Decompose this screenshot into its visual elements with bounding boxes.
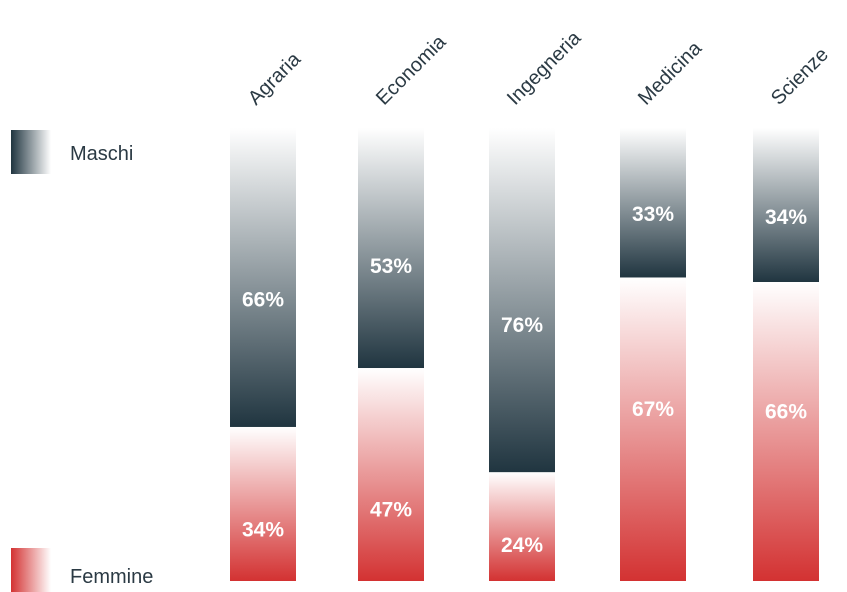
value-label-femmine-ingegneria: 24% — [501, 534, 543, 557]
bar-femmine-agraria — [230, 426, 296, 581]
legend-swatch-maschi — [11, 130, 51, 174]
category-labels: Agraria Economia Ingegneria Medicina Scienze — [244, 27, 833, 110]
legend-swatch-femmine — [11, 548, 51, 592]
bar-maschi-ingegneria — [489, 128, 555, 473]
value-label-femmine-scienze: 66% — [765, 401, 807, 424]
category-label-ingegneria: Ingegneria — [503, 27, 586, 110]
category-label-medicina: Medicina — [634, 37, 707, 110]
legend-label-maschi: Maschi — [70, 143, 133, 165]
value-label-femmine-medicina: 67% — [632, 398, 674, 421]
bar-femmine-scienze — [753, 282, 819, 581]
value-label-maschi-ingegneria: 76% — [501, 314, 543, 337]
legend-label-femmine: Femmine — [70, 566, 153, 588]
value-label-maschi-agraria: 66% — [242, 288, 284, 311]
bar-femmine-economia — [358, 368, 424, 581]
legend: Maschi Femmine — [11, 130, 153, 592]
bar-femmine-ingegneria — [489, 472, 555, 581]
category-label-scienze: Scienze — [767, 44, 833, 110]
value-label-femmine-economia: 47% — [370, 499, 412, 522]
bar-maschi-economia — [358, 128, 424, 369]
category-label-economia: Economia — [372, 30, 451, 109]
bar-maschi-medicina — [620, 128, 686, 278]
bars-group: 66% 34% 53% 47% 76% 24% 33% 67% 34% 66% — [230, 128, 819, 581]
value-label-femmine-agraria: 34% — [242, 519, 284, 542]
value-label-maschi-economia: 53% — [370, 255, 412, 278]
value-label-maschi-scienze: 34% — [765, 206, 807, 229]
bar-femmine-medicina — [620, 277, 686, 581]
bar-maschi-scienze — [753, 128, 819, 283]
category-label-agraria: Agraria — [244, 48, 306, 110]
bar-maschi-agraria — [230, 128, 296, 427]
value-label-maschi-medicina: 33% — [632, 203, 674, 226]
